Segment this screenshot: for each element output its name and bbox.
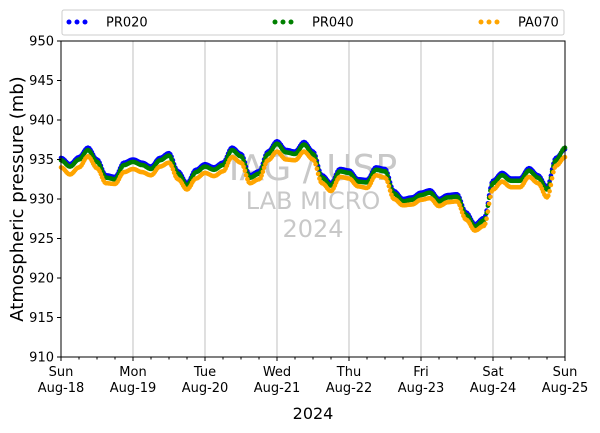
y-tick-label: 910 bbox=[29, 351, 54, 366]
legend-marker bbox=[288, 19, 294, 25]
legend-marker bbox=[66, 19, 72, 25]
data-point bbox=[546, 193, 551, 198]
data-point bbox=[241, 164, 246, 169]
legend-marker bbox=[478, 19, 484, 25]
data-point bbox=[484, 216, 489, 221]
data-point bbox=[458, 206, 464, 211]
x-tick-label-day: Fri bbox=[413, 365, 429, 380]
data-point bbox=[261, 165, 267, 171]
data-point bbox=[259, 173, 264, 178]
data-point bbox=[260, 169, 266, 175]
legend-entry: PA070 bbox=[478, 16, 559, 31]
legend: PR020 PR040 PA070 bbox=[61, 9, 565, 36]
legend-marker bbox=[74, 19, 80, 25]
y-tick-label: 950 bbox=[29, 35, 54, 50]
y-tick-label: 920 bbox=[29, 272, 54, 287]
y-tick-label: 930 bbox=[29, 193, 54, 208]
data-point bbox=[243, 172, 249, 178]
legend-box bbox=[61, 9, 565, 36]
x-tick-label-date: Aug-22 bbox=[326, 381, 373, 396]
legend-label: PA070 bbox=[518, 16, 559, 31]
data-point bbox=[459, 210, 465, 215]
y-tick-label: 945 bbox=[29, 74, 54, 89]
legend-marker bbox=[272, 19, 278, 25]
data-point bbox=[488, 194, 493, 199]
data-point bbox=[313, 161, 318, 167]
x-tick-label-date: Aug-25 bbox=[542, 381, 589, 396]
x-tick-label-date: Aug-24 bbox=[470, 381, 517, 396]
x-tick-label-date: Aug-18 bbox=[38, 381, 85, 396]
x-tick-label-day: Sun bbox=[553, 365, 578, 380]
x-tick-label-day: Thu bbox=[336, 365, 361, 380]
data-point bbox=[170, 166, 176, 172]
legend-marker bbox=[494, 19, 500, 25]
data-point bbox=[483, 221, 488, 227]
legend-label: PR020 bbox=[106, 16, 148, 31]
data-point bbox=[547, 188, 552, 194]
data-point bbox=[457, 202, 462, 208]
y-axis: 910 915 920 925 930 935 940 945 950 bbox=[29, 35, 61, 366]
y-axis-title: Atmospheric pressure (mb) bbox=[7, 76, 28, 321]
x-tick-label-day: Sat bbox=[482, 365, 503, 380]
data-point bbox=[314, 166, 320, 172]
legend-marker bbox=[82, 19, 88, 25]
y-tick-label: 915 bbox=[29, 311, 54, 326]
watermark-line-2: LAB MICRO bbox=[246, 187, 381, 215]
watermark-line-3: 2024 bbox=[282, 215, 343, 243]
data-point bbox=[551, 169, 556, 175]
data-point bbox=[387, 188, 393, 193]
data-point bbox=[486, 201, 492, 207]
x-axis-title: 2024 bbox=[293, 404, 334, 423]
x-tick-label-date: Aug-21 bbox=[254, 381, 301, 396]
data-point bbox=[169, 156, 174, 162]
legend-entry: PR040 bbox=[272, 16, 354, 31]
grid-lines bbox=[132, 41, 494, 357]
legend-marker bbox=[280, 19, 286, 25]
x-tick-label-day: Mon bbox=[119, 365, 146, 380]
x-axis: SunAug-18MonAug-19TueAug-20WedAug-21ThuA… bbox=[38, 357, 589, 396]
x-tick-label-day: Wed bbox=[263, 365, 291, 380]
data-point bbox=[549, 176, 555, 181]
legend-label: PR040 bbox=[312, 16, 354, 31]
x-tick-label-date: Aug-23 bbox=[398, 381, 445, 396]
data-point bbox=[485, 209, 491, 214]
data-point bbox=[242, 168, 248, 173]
y-tick-label: 940 bbox=[29, 114, 54, 129]
x-tick-label-date: Aug-20 bbox=[182, 381, 229, 396]
y-tick-label: 935 bbox=[29, 153, 54, 168]
data-point bbox=[386, 183, 392, 189]
x-tick-label-day: Tue bbox=[193, 365, 216, 380]
y-tick-label: 925 bbox=[29, 232, 54, 247]
data-point bbox=[385, 179, 390, 185]
data-point bbox=[548, 182, 554, 188]
x-tick-label-date: Aug-19 bbox=[110, 381, 157, 396]
x-tick-label-day: Sun bbox=[49, 365, 74, 380]
legend-marker bbox=[486, 19, 492, 25]
legend-entry: PR020 bbox=[66, 16, 148, 31]
data-point bbox=[315, 171, 321, 177]
